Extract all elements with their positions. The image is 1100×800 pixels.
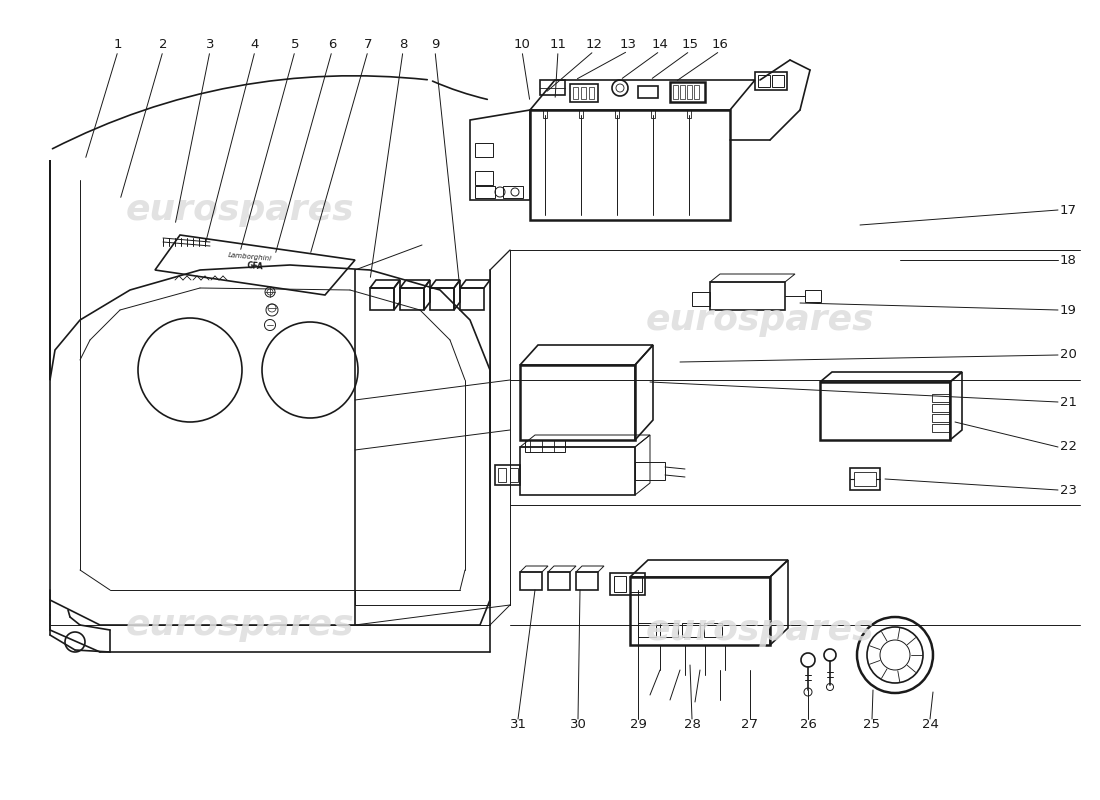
Bar bbox=[475, 143, 493, 157]
Bar bbox=[630, 577, 770, 645]
Bar bbox=[680, 85, 685, 99]
Bar bbox=[475, 171, 493, 185]
Text: Lamborghini: Lamborghini bbox=[228, 252, 272, 262]
Bar bbox=[503, 186, 522, 198]
Bar bbox=[820, 382, 950, 440]
Bar bbox=[692, 292, 710, 306]
Bar bbox=[460, 288, 484, 310]
Bar bbox=[932, 394, 950, 402]
Text: 13: 13 bbox=[619, 38, 637, 51]
Text: 17: 17 bbox=[1060, 203, 1077, 217]
Bar bbox=[588, 87, 594, 99]
Text: eurospares: eurospares bbox=[125, 193, 354, 227]
Text: 14: 14 bbox=[651, 38, 669, 51]
Bar bbox=[704, 623, 722, 637]
Bar bbox=[932, 424, 950, 432]
Text: 6: 6 bbox=[328, 38, 337, 51]
Text: 24: 24 bbox=[922, 718, 938, 731]
Bar bbox=[370, 288, 394, 310]
Text: 21: 21 bbox=[1060, 395, 1077, 409]
Bar bbox=[576, 572, 598, 590]
Bar bbox=[694, 85, 698, 99]
Bar bbox=[495, 465, 520, 485]
Text: 29: 29 bbox=[629, 718, 647, 731]
Bar bbox=[581, 87, 586, 99]
Bar bbox=[850, 468, 880, 490]
Bar bbox=[805, 290, 821, 302]
Bar bbox=[630, 576, 642, 592]
Bar bbox=[651, 110, 654, 118]
Text: 3: 3 bbox=[206, 38, 214, 51]
Text: 12: 12 bbox=[585, 38, 603, 51]
Text: 26: 26 bbox=[800, 718, 816, 731]
Text: 27: 27 bbox=[741, 718, 759, 731]
Bar bbox=[670, 82, 705, 102]
Bar bbox=[610, 573, 645, 595]
Text: eurospares: eurospares bbox=[646, 303, 874, 337]
Text: 10: 10 bbox=[514, 38, 530, 51]
Text: 5: 5 bbox=[290, 38, 299, 51]
Text: eurospares: eurospares bbox=[125, 608, 354, 642]
Bar bbox=[932, 414, 950, 422]
Text: 25: 25 bbox=[864, 718, 880, 731]
Text: 1: 1 bbox=[113, 38, 122, 51]
Text: 20: 20 bbox=[1060, 349, 1077, 362]
Bar bbox=[682, 623, 700, 637]
Bar bbox=[660, 623, 678, 637]
Text: 30: 30 bbox=[570, 718, 586, 731]
Bar bbox=[498, 468, 506, 482]
Text: 16: 16 bbox=[712, 38, 728, 51]
Bar bbox=[673, 85, 678, 99]
Text: 28: 28 bbox=[683, 718, 701, 731]
Bar bbox=[548, 572, 570, 590]
Bar bbox=[932, 404, 950, 412]
Text: 31: 31 bbox=[509, 718, 527, 731]
Bar bbox=[525, 440, 565, 452]
Bar bbox=[475, 186, 495, 198]
Bar bbox=[400, 288, 424, 310]
Text: 11: 11 bbox=[550, 38, 566, 51]
Bar bbox=[755, 72, 786, 90]
Text: 7: 7 bbox=[364, 38, 372, 51]
Bar bbox=[772, 75, 784, 87]
Text: 9: 9 bbox=[431, 38, 439, 51]
Text: 4: 4 bbox=[251, 38, 260, 51]
Bar bbox=[615, 110, 619, 118]
Bar bbox=[520, 447, 635, 495]
Bar bbox=[543, 110, 547, 118]
Text: 18: 18 bbox=[1060, 254, 1077, 266]
Text: 2: 2 bbox=[158, 38, 167, 51]
Bar bbox=[854, 472, 876, 486]
Text: 23: 23 bbox=[1060, 483, 1077, 497]
Text: 15: 15 bbox=[682, 38, 698, 51]
Bar bbox=[710, 282, 785, 310]
Text: eurospares: eurospares bbox=[646, 613, 874, 647]
Bar bbox=[638, 86, 658, 98]
Bar bbox=[430, 288, 454, 310]
Bar bbox=[688, 110, 691, 118]
Text: GFA: GFA bbox=[246, 261, 264, 271]
Text: 22: 22 bbox=[1060, 441, 1077, 454]
Text: 19: 19 bbox=[1060, 303, 1077, 317]
Bar bbox=[758, 75, 770, 87]
Bar bbox=[573, 87, 578, 99]
Bar bbox=[520, 572, 542, 590]
Bar bbox=[614, 576, 626, 592]
Bar bbox=[579, 110, 583, 118]
Bar bbox=[688, 85, 692, 99]
Bar bbox=[570, 84, 598, 102]
Bar bbox=[635, 462, 666, 480]
Text: 8: 8 bbox=[399, 38, 407, 51]
Bar bbox=[638, 623, 656, 637]
Bar bbox=[510, 468, 518, 482]
Bar bbox=[540, 80, 565, 95]
Bar bbox=[520, 365, 635, 440]
